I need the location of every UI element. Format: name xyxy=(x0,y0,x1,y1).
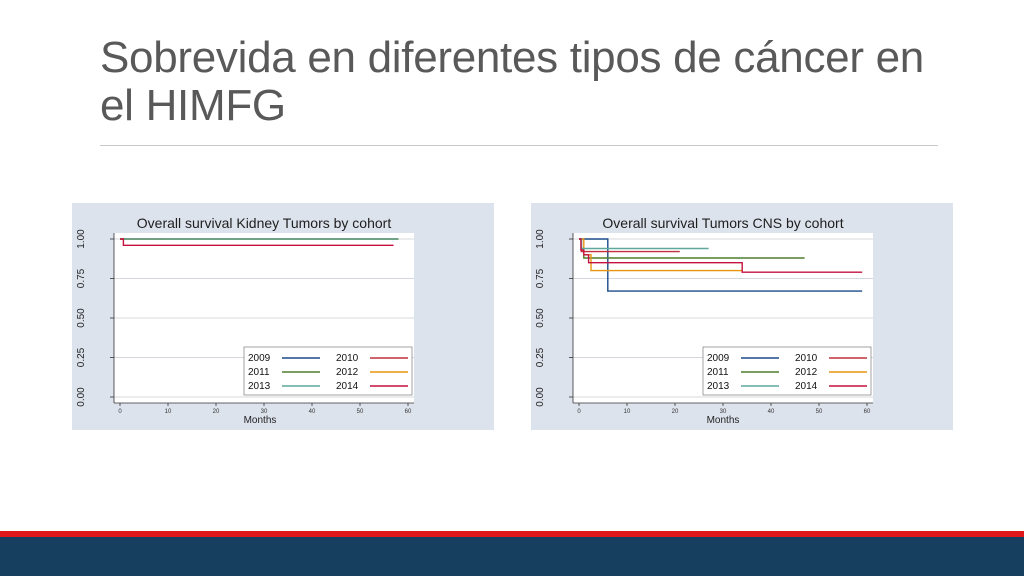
legend-label: 2011 xyxy=(248,367,270,378)
x-tick-label: 0 xyxy=(577,409,581,415)
legend-label: 2010 xyxy=(795,353,818,364)
legend-box xyxy=(702,346,872,396)
x-tick-label: 30 xyxy=(720,409,727,415)
x-tick-label: 10 xyxy=(624,409,631,415)
x-axis-label: Months xyxy=(707,415,740,426)
chart-svg: Overall survival Kidney Tumors by cohort… xyxy=(76,215,414,426)
footer-red-stripe xyxy=(0,531,1024,537)
legend-label: 2011 xyxy=(707,367,729,378)
legend-label: 2009 xyxy=(248,353,271,364)
legend-label: 2014 xyxy=(795,381,818,392)
legend-label: 2010 xyxy=(336,353,359,364)
y-tick-label: 0.25 xyxy=(535,347,546,367)
x-tick-label: 40 xyxy=(768,409,775,415)
x-tick-label: 60 xyxy=(405,409,412,415)
x-tick-label: 10 xyxy=(165,409,172,415)
y-tick-label: 1.00 xyxy=(535,229,546,249)
chart-title: Overall survival Kidney Tumors by cohort xyxy=(137,215,392,231)
slide-title: Sobrevida en diferentes tipos de cáncer … xyxy=(100,33,924,130)
x-tick-label: 50 xyxy=(816,409,823,415)
x-tick-label: 30 xyxy=(261,409,268,415)
legend-label: 2013 xyxy=(248,381,271,392)
series-line-2009 xyxy=(579,238,863,292)
chart-svg: Overall survival Tumors CNS by cohort 0.0… xyxy=(535,215,873,426)
y-tick-label: 0.50 xyxy=(76,308,87,328)
series-line-2014 xyxy=(120,238,394,246)
x-tick-label: 50 xyxy=(357,409,364,415)
y-tick-label: 0.50 xyxy=(535,308,546,328)
y-tick-label: 0.75 xyxy=(76,268,87,288)
footer-blue-band xyxy=(0,537,1024,576)
y-tick-label: 0.00 xyxy=(535,387,546,407)
legend-label: 2009 xyxy=(707,353,730,364)
cns-survival-chart: Overall survival Tumors CNS by cohort 0.0… xyxy=(531,203,953,430)
legend-label: 2013 xyxy=(707,381,730,392)
kidney-survival-chart: Overall survival Kidney Tumors by cohort… xyxy=(72,203,494,430)
y-tick-label: 0.75 xyxy=(535,268,546,288)
legend-label: 2012 xyxy=(336,367,359,378)
legend-label: 2014 xyxy=(336,381,359,392)
legend-box xyxy=(243,346,413,396)
x-tick-label: 20 xyxy=(213,409,220,415)
x-axis-label: Months xyxy=(244,415,277,426)
y-tick-label: 0.25 xyxy=(76,347,87,367)
y-tick-label: 1.00 xyxy=(76,229,87,249)
title-divider xyxy=(100,145,938,146)
series-line-2014 xyxy=(579,238,863,273)
legend-label: 2012 xyxy=(795,367,818,378)
y-tick-label: 0.00 xyxy=(76,387,87,407)
chart-title: Overall survival Tumors CNS by cohort xyxy=(602,215,843,231)
x-tick-label: 40 xyxy=(309,409,316,415)
x-tick-label: 20 xyxy=(672,409,679,415)
x-tick-label: 0 xyxy=(118,409,122,415)
x-tick-label: 60 xyxy=(864,409,871,415)
